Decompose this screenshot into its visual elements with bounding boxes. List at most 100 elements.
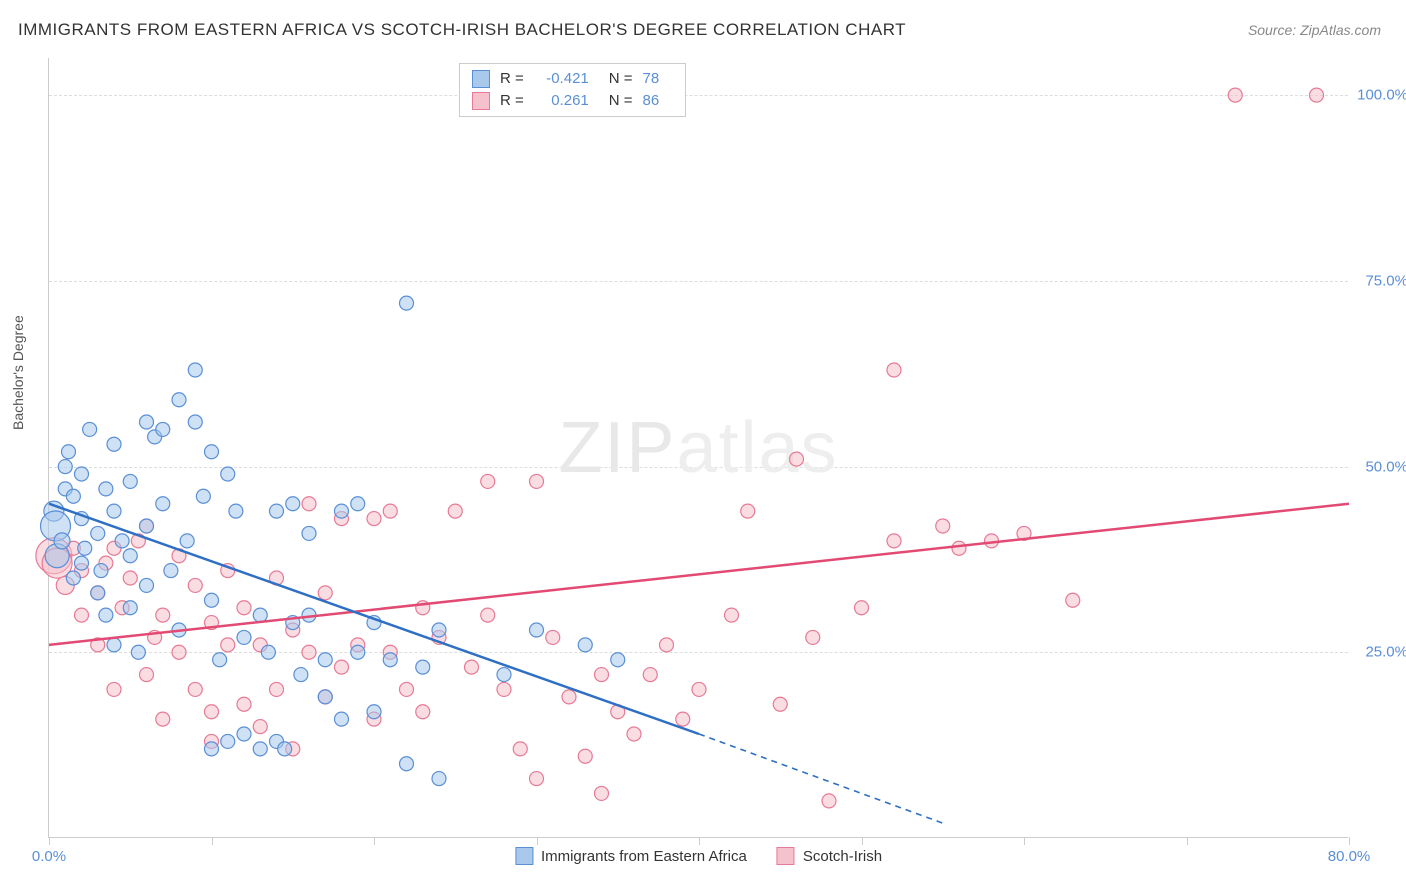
scatter-point bbox=[107, 682, 121, 696]
scatter-point bbox=[643, 668, 657, 682]
scatter-point bbox=[99, 482, 113, 496]
y-tick-label: 25.0% bbox=[1365, 644, 1406, 661]
scatter-point bbox=[286, 497, 300, 511]
scatter-point bbox=[367, 705, 381, 719]
trend-line bbox=[699, 734, 943, 823]
scatter-point bbox=[725, 608, 739, 622]
scatter-point bbox=[91, 526, 105, 540]
scatter-point bbox=[140, 415, 154, 429]
series-label-pink: Scotch-Irish bbox=[803, 848, 882, 865]
series-legend-item-blue: Immigrants from Eastern Africa bbox=[515, 847, 747, 865]
scatter-point bbox=[253, 720, 267, 734]
source-attribution: Source: ZipAtlas.com bbox=[1248, 22, 1381, 38]
r-label: R = bbox=[500, 90, 524, 112]
scatter-point bbox=[465, 660, 479, 674]
chart-title: IMMIGRANTS FROM EASTERN AFRICA VS SCOTCH… bbox=[18, 20, 906, 40]
series-legend: Immigrants from Eastern Africa Scotch-Ir… bbox=[515, 847, 882, 865]
scatter-point bbox=[205, 593, 219, 607]
scatter-point bbox=[383, 504, 397, 518]
scatter-point bbox=[188, 578, 202, 592]
scatter-point bbox=[107, 504, 121, 518]
n-value-pink: 86 bbox=[643, 90, 673, 112]
swatch-pink-2 bbox=[777, 847, 795, 865]
scatter-point bbox=[318, 653, 332, 667]
scatter-point bbox=[660, 638, 674, 652]
scatter-point bbox=[107, 638, 121, 652]
y-tick-label: 100.0% bbox=[1357, 87, 1406, 104]
scatter-point bbox=[62, 445, 76, 459]
scatter-point bbox=[481, 608, 495, 622]
scatter-point bbox=[253, 742, 267, 756]
scatter-point bbox=[294, 668, 308, 682]
scatter-point bbox=[595, 786, 609, 800]
x-tick bbox=[862, 837, 863, 845]
x-tick bbox=[212, 837, 213, 845]
x-tick bbox=[374, 837, 375, 845]
scatter-point bbox=[302, 645, 316, 659]
r-value-blue: -0.421 bbox=[534, 68, 589, 90]
x-tick-label: 80.0% bbox=[1328, 848, 1371, 865]
x-tick bbox=[1024, 837, 1025, 845]
swatch-blue-2 bbox=[515, 847, 533, 865]
scatter-point bbox=[351, 497, 365, 511]
scatter-point bbox=[562, 690, 576, 704]
scatter-point bbox=[546, 630, 560, 644]
scatter-point bbox=[156, 422, 170, 436]
scatter-point bbox=[66, 571, 80, 585]
y-axis-label: Bachelor's Degree bbox=[10, 315, 26, 430]
scatter-point bbox=[578, 638, 592, 652]
y-tick-label: 75.0% bbox=[1365, 272, 1406, 289]
scatter-point bbox=[94, 564, 108, 578]
scatter-point bbox=[692, 682, 706, 696]
scatter-point bbox=[123, 601, 137, 615]
x-tick bbox=[699, 837, 700, 845]
scatter-point bbox=[123, 474, 137, 488]
scatter-point bbox=[237, 630, 251, 644]
scatter-point bbox=[253, 608, 267, 622]
scatter-point bbox=[83, 422, 97, 436]
scatter-point bbox=[952, 541, 966, 555]
scatter-point bbox=[140, 519, 154, 533]
scatter-point bbox=[270, 504, 284, 518]
scatter-point bbox=[676, 712, 690, 726]
swatch-blue bbox=[472, 70, 490, 88]
scatter-point bbox=[302, 526, 316, 540]
scatter-point bbox=[432, 623, 446, 637]
scatter-point bbox=[172, 393, 186, 407]
n-value-blue: 78 bbox=[643, 68, 673, 90]
scatter-point bbox=[140, 578, 154, 592]
r-value-pink: 0.261 bbox=[534, 90, 589, 112]
scatter-point bbox=[627, 727, 641, 741]
scatter-point bbox=[237, 697, 251, 711]
scatter-point bbox=[196, 489, 210, 503]
n-label: N = bbox=[609, 68, 633, 90]
scatter-point bbox=[213, 653, 227, 667]
scatter-point bbox=[822, 794, 836, 808]
trend-line bbox=[49, 504, 699, 734]
scatter-point bbox=[400, 296, 414, 310]
scatter-point bbox=[78, 541, 92, 555]
scatter-point bbox=[400, 682, 414, 696]
scatter-point bbox=[790, 452, 804, 466]
scatter-point bbox=[205, 705, 219, 719]
scatter-point bbox=[578, 749, 592, 763]
scatter-point bbox=[367, 512, 381, 526]
scatter-point bbox=[188, 415, 202, 429]
r-label: R = bbox=[500, 68, 524, 90]
scatter-point bbox=[416, 705, 430, 719]
plot-area: ZIPatlas R = -0.421 N = 78 R = 0.261 N =… bbox=[48, 58, 1348, 838]
scatter-point bbox=[1066, 593, 1080, 607]
trend-line bbox=[49, 504, 1349, 645]
scatter-point bbox=[237, 601, 251, 615]
scatter-point bbox=[611, 653, 625, 667]
scatter-point bbox=[318, 690, 332, 704]
scatter-point bbox=[595, 668, 609, 682]
scatter-point bbox=[335, 712, 349, 726]
n-label: N = bbox=[609, 90, 633, 112]
scatter-point bbox=[351, 645, 365, 659]
scatter-point bbox=[278, 742, 292, 756]
scatter-point bbox=[91, 586, 105, 600]
scatter-point bbox=[131, 645, 145, 659]
scatter-point bbox=[806, 630, 820, 644]
correlation-legend: R = -0.421 N = 78 R = 0.261 N = 86 bbox=[459, 63, 686, 117]
